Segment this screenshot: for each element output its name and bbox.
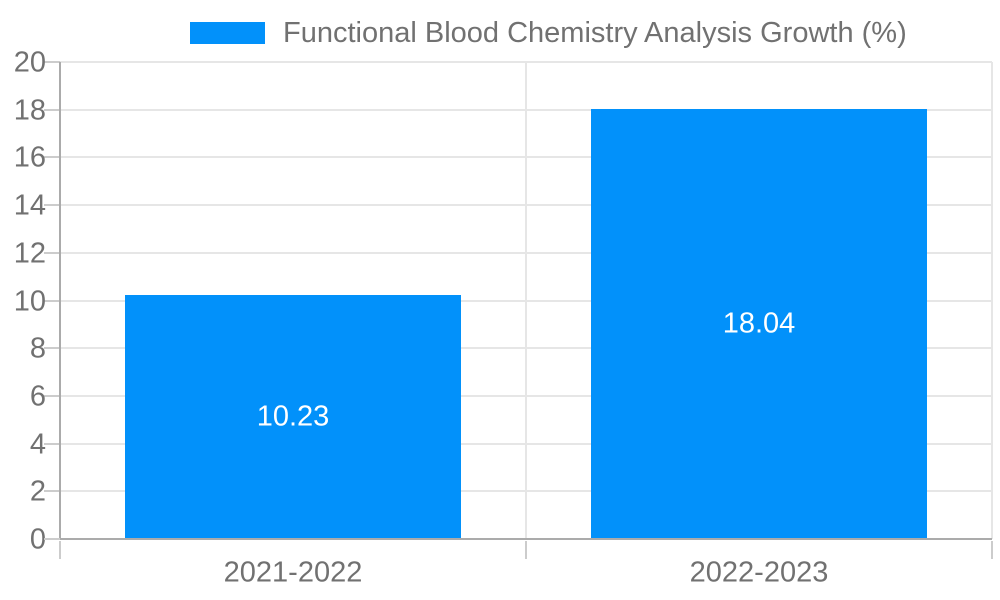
bar-value-label: 18.04 [722,307,796,340]
origin-tick [44,538,60,540]
bar[interactable]: 18.04 [591,108,927,539]
y-axis-tick-extension [59,541,61,559]
bar[interactable]: 10.23 [125,295,461,539]
y-axis-label: 6 [29,380,46,413]
category-divider [525,62,527,539]
y-tick [44,204,60,207]
y-tick [44,442,60,445]
y-tick [44,108,60,111]
y-axis-label: 2 [29,475,46,508]
y-tick [44,299,60,302]
x-tick [991,541,993,559]
y-axis-label: 0 [29,523,46,556]
y-tick [44,61,60,63]
x-axis-line [60,538,992,540]
bar-value-label: 10.23 [256,400,330,433]
legend: Functional Blood Chemistry Analysis Grow… [190,16,907,49]
legend-label: Functional Blood Chemistry Analysis Grow… [283,16,907,49]
legend-swatch [190,22,265,44]
y-axis-label: 12 [13,237,46,270]
y-tick [44,156,60,159]
category-divider [991,62,993,539]
y-axis-label: 20 [13,46,46,79]
y-tick [44,394,60,397]
y-axis-label: 14 [13,189,46,222]
y-axis-line [59,62,61,539]
x-axis-label: 2022-2023 [689,556,829,589]
y-tick [44,251,60,254]
y-axis-label: 16 [13,141,46,174]
y-axis-label: 4 [29,428,46,461]
y-axis-label: 18 [13,94,46,127]
y-axis-label: 10 [13,285,46,317]
y-tick [44,347,60,350]
x-axis-label: 2021-2022 [223,556,363,589]
x-tick [525,541,527,559]
y-tick [44,490,60,493]
y-axis-label: 8 [29,332,46,365]
